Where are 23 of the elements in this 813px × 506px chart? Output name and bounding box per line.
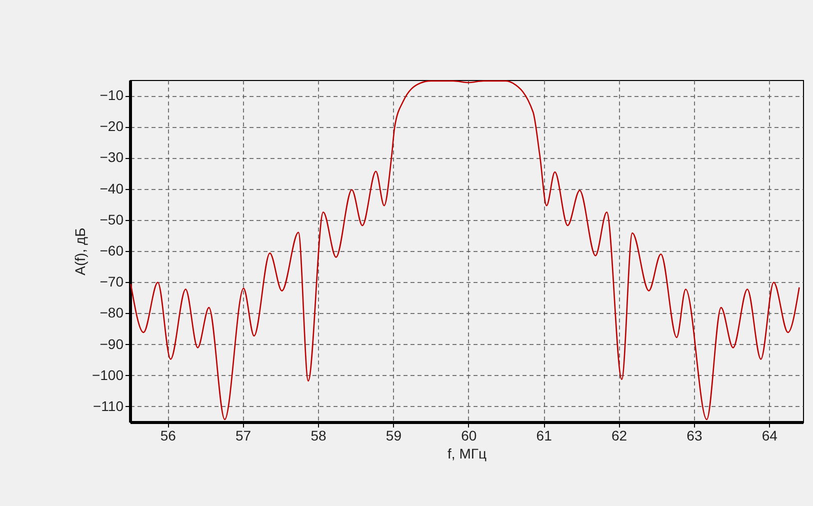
x-tick-label: 56: [160, 428, 176, 444]
x-tick-label: 60: [461, 428, 477, 444]
y-tick-label: −90: [100, 336, 124, 352]
y-tick-label: −30: [100, 149, 124, 166]
x-tick-label: 58: [310, 428, 326, 444]
line-series: [130, 80, 800, 420]
y-tick-label: −110: [93, 398, 124, 414]
x-tick-label: 62: [611, 428, 628, 444]
x-tick-label: 61: [536, 428, 552, 444]
y-tick-label: −10: [100, 87, 124, 104]
x-tick-label: 57: [236, 428, 252, 444]
y-tick-label: −100: [92, 366, 124, 383]
x-tick-label: 64: [762, 428, 778, 444]
y-tick-label: −70: [100, 274, 124, 290]
y-axis-title: A(f), дБ: [72, 228, 88, 276]
x-tick-label: 63: [686, 428, 702, 444]
y-tick-label: −50: [100, 211, 124, 228]
y-tick-label: −40: [100, 180, 124, 196]
x-axis-title: f, МГц: [448, 446, 486, 462]
x-tick-label: 59: [386, 428, 402, 444]
y-tick-label: −20: [100, 118, 124, 134]
y-tick-label: −60: [100, 242, 124, 258]
y-tick-label: −80: [100, 304, 124, 321]
